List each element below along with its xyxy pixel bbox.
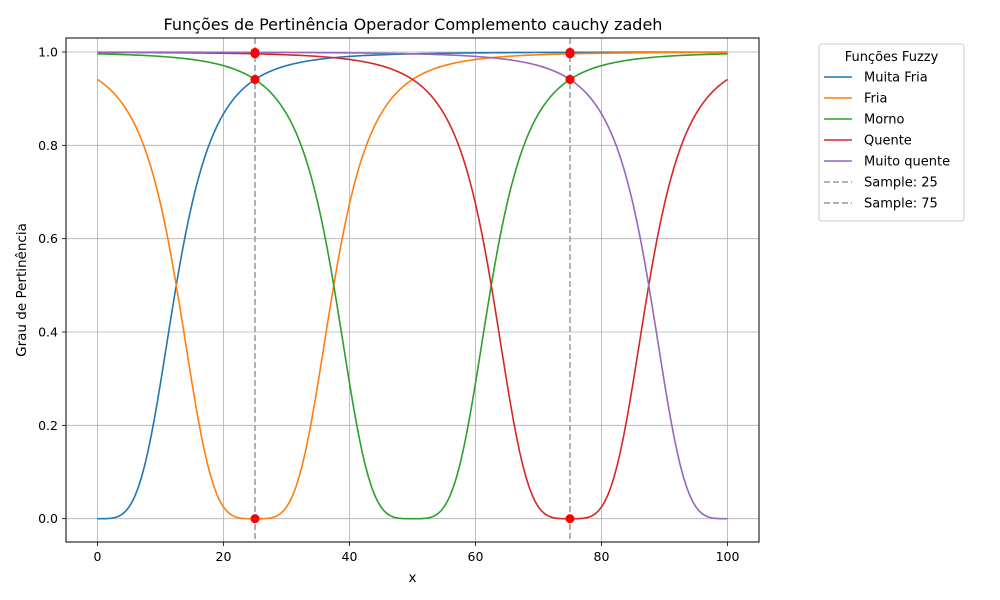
x-tick-label: 20: [216, 549, 232, 564]
legend-title: Funções Fuzzy: [845, 50, 939, 65]
legend-label-3: Morno: [864, 113, 905, 128]
legend-label-1: Muita Fria: [864, 71, 928, 86]
sample-point-1-5: [250, 47, 260, 57]
sample-point-2-4: [565, 514, 575, 524]
y-tick-label: 1.0: [38, 45, 58, 60]
ticks: 0 20 40 60 80 100 0.0 0.2 0.4 0.6 0.8 1.0: [38, 45, 739, 565]
sample-point-1-3: [250, 74, 260, 84]
y-tick-label: 0.0: [38, 511, 58, 526]
x-tick-label: 60: [468, 549, 484, 564]
y-tick-label: 0.6: [38, 231, 58, 246]
series-line-5: [97, 51, 728, 520]
legend-box: [818, 43, 965, 222]
legend-label-7: Sample: 75: [864, 197, 938, 212]
legend-label-4: Quente: [864, 134, 912, 149]
series-line-3: [97, 53, 728, 520]
x-axis-label: x: [409, 570, 417, 586]
y-axis-label: Grau de Pertinência: [14, 223, 30, 357]
sample-point-2-5: [565, 74, 575, 84]
legend-label-5: Muito quente: [864, 155, 950, 170]
x-tick-label: 100: [716, 549, 740, 564]
axes-frame: [65, 37, 760, 543]
y-tick-label: 0.8: [38, 138, 58, 153]
grid: [66, 38, 759, 542]
y-tick-label: 0.2: [38, 418, 58, 433]
sample-point-1-2: [250, 514, 260, 524]
legend-label-6: Sample: 25: [864, 176, 938, 191]
x-tick-label: 80: [594, 549, 610, 564]
y-tick-label: 0.4: [38, 325, 58, 340]
sample-point-2-2: [565, 49, 575, 59]
chart-title: Funções de Pertinência Operador Compleme…: [164, 15, 663, 34]
x-tick-label: 0: [94, 549, 102, 564]
plot-area: [97, 38, 728, 542]
legend-label-2: Fria: [864, 92, 887, 107]
x-tick-label: 40: [342, 549, 358, 564]
legend: Funções Fuzzy Muita Fria Fria Morno Quente Mu…: [818, 43, 965, 222]
